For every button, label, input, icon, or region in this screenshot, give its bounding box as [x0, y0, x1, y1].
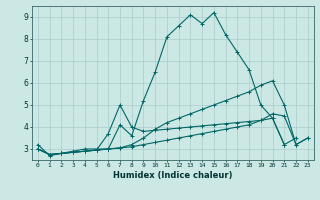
- X-axis label: Humidex (Indice chaleur): Humidex (Indice chaleur): [113, 171, 233, 180]
